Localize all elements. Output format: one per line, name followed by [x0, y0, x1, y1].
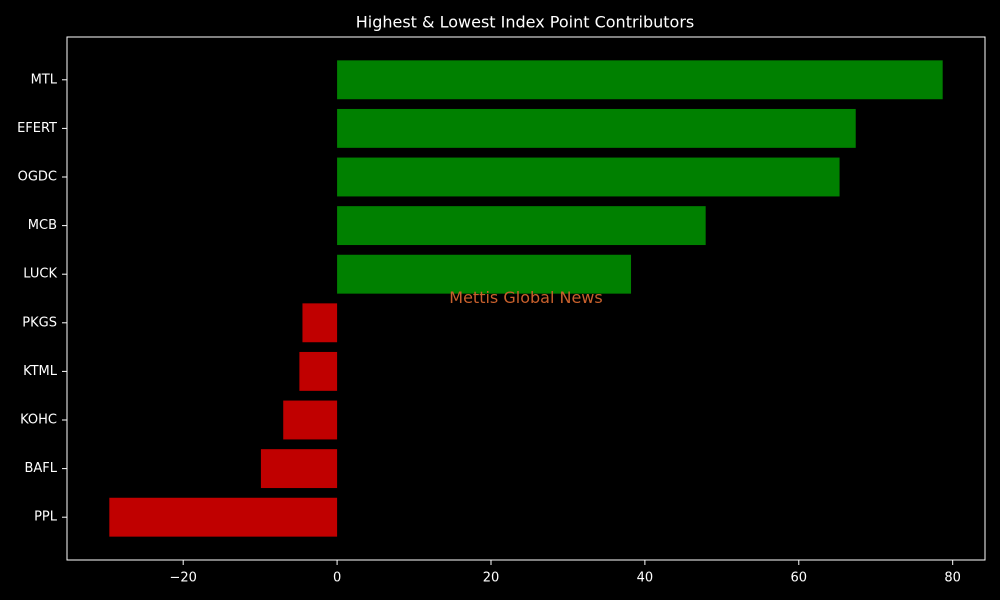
bar — [283, 400, 338, 440]
bar — [337, 157, 840, 197]
y-tick-label: PPL — [34, 510, 58, 525]
y-tick-label: BAFL — [24, 461, 57, 476]
watermark: Mettis Global News — [449, 288, 602, 307]
bar — [337, 254, 632, 294]
x-tick-label: 40 — [637, 571, 654, 586]
bar — [337, 108, 856, 148]
bar — [299, 351, 338, 391]
x-tick-label: 0 — [333, 571, 341, 586]
y-tick-label: EFERT — [17, 121, 57, 136]
chart-title: Highest & Lowest Index Point Contributor… — [356, 13, 695, 32]
x-tick-label: −20 — [169, 571, 196, 586]
x-tick-label: 20 — [483, 571, 500, 586]
y-tick-label: PKGS — [22, 315, 57, 330]
y-tick-label: MTL — [31, 72, 58, 87]
y-tick-label: KTML — [23, 364, 58, 379]
y-tick-label: LUCK — [23, 267, 57, 282]
x-tick-label: 80 — [944, 571, 961, 586]
y-tick-label: KOHC — [20, 413, 57, 428]
bar — [337, 60, 943, 100]
y-tick-label: MCB — [28, 218, 57, 233]
bar — [337, 206, 706, 246]
bar — [260, 449, 338, 489]
x-tick-label: 60 — [791, 571, 808, 586]
y-tick-label: OGDC — [18, 170, 57, 185]
bar — [302, 303, 338, 343]
plot-frame — [66, 36, 986, 561]
bar — [109, 497, 338, 537]
